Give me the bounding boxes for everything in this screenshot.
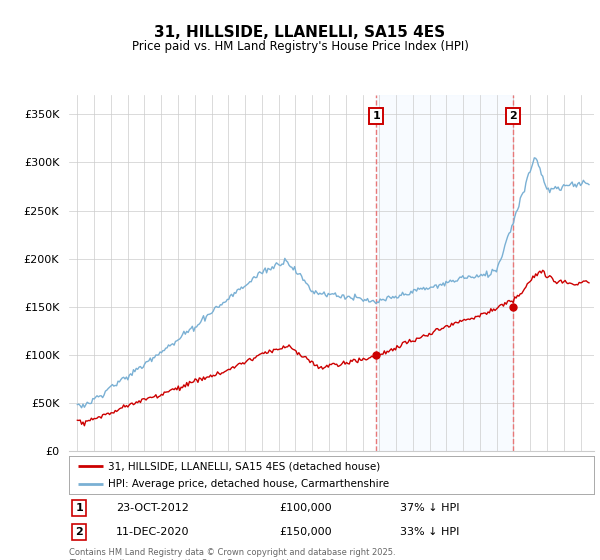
Text: 31, HILLSIDE, LLANELLI, SA15 4ES (detached house): 31, HILLSIDE, LLANELLI, SA15 4ES (detach… (109, 461, 380, 471)
Text: HPI: Average price, detached house, Carmarthenshire: HPI: Average price, detached house, Carm… (109, 479, 389, 489)
Text: 1: 1 (373, 111, 380, 122)
Text: 11-DEC-2020: 11-DEC-2020 (116, 527, 190, 536)
Text: 37% ↓ HPI: 37% ↓ HPI (400, 503, 459, 513)
Text: 1: 1 (76, 503, 83, 513)
Text: Contains HM Land Registry data © Crown copyright and database right 2025.
This d: Contains HM Land Registry data © Crown c… (69, 548, 395, 560)
Bar (376, 95, 512, 451)
Text: 31, HILLSIDE, LLANELLI, SA15 4ES: 31, HILLSIDE, LLANELLI, SA15 4ES (154, 25, 446, 40)
Text: 23-OCT-2012: 23-OCT-2012 (116, 503, 189, 513)
Text: Price paid vs. HM Land Registry's House Price Index (HPI): Price paid vs. HM Land Registry's House … (131, 40, 469, 53)
Text: £150,000: £150,000 (279, 527, 332, 536)
Text: 2: 2 (509, 111, 517, 122)
Text: 2: 2 (76, 527, 83, 536)
Text: £100,000: £100,000 (279, 503, 332, 513)
Text: 33% ↓ HPI: 33% ↓ HPI (400, 527, 459, 536)
